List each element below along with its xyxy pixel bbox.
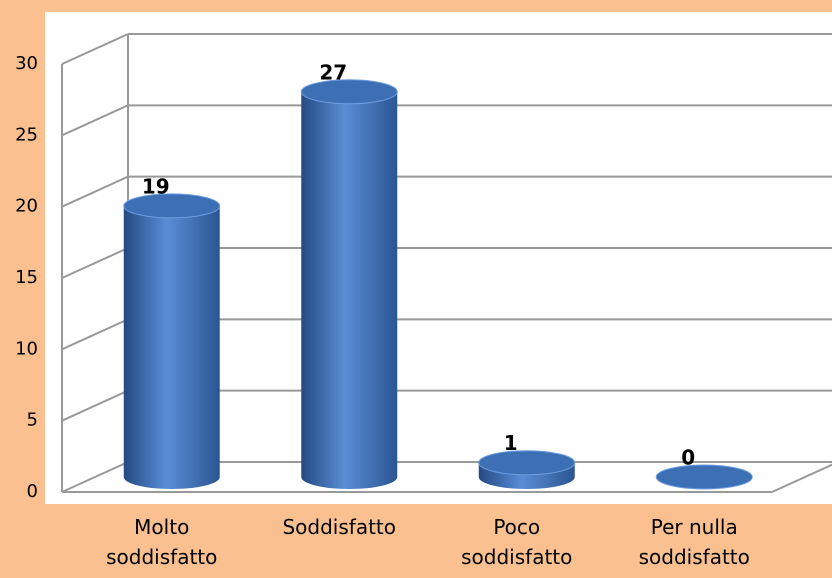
data-label: 1	[504, 431, 518, 455]
grid-line	[61, 104, 129, 137]
bar-top	[300, 79, 398, 105]
x-tick-label: Poco soddisfatto	[461, 515, 573, 569]
x-tick-label: Soddisfatto	[282, 515, 396, 539]
floor-line	[771, 463, 832, 493]
y-tick-label: 10	[15, 338, 38, 359]
x-tick-label: Per nulla soddisfatto	[638, 515, 750, 569]
grid-line	[61, 389, 129, 422]
bar-body	[123, 205, 220, 489]
grid-line	[61, 33, 129, 65]
y-tick-label: 20	[15, 196, 38, 217]
x-tick-label: Molto soddisfatto	[106, 515, 218, 569]
grid-line	[61, 175, 129, 208]
grid-line	[61, 318, 129, 351]
y-tick-label: 25	[15, 124, 38, 145]
data-label: 19	[142, 174, 170, 198]
data-label: 27	[319, 60, 347, 84]
bar-top	[478, 450, 576, 476]
bar-body	[301, 91, 398, 490]
bar-top	[123, 193, 221, 219]
y-tick-label: 5	[27, 410, 38, 431]
y-tick-label: 15	[15, 267, 38, 288]
y-tick-label: 30	[15, 53, 38, 74]
bar-top	[655, 464, 753, 490]
grid-line	[61, 247, 129, 279]
y-tick-label: 0	[27, 481, 38, 502]
grid-line	[61, 461, 129, 493]
data-label: 0	[681, 446, 695, 470]
